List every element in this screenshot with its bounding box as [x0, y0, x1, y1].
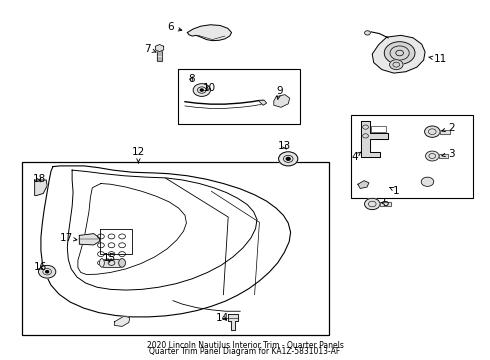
Text: 17: 17	[60, 233, 77, 243]
Circle shape	[39, 265, 56, 278]
Circle shape	[365, 198, 380, 210]
Bar	[102, 259, 122, 267]
Circle shape	[46, 271, 49, 273]
Text: 13: 13	[278, 141, 291, 152]
Circle shape	[193, 84, 210, 96]
Circle shape	[390, 60, 403, 69]
Polygon shape	[35, 180, 47, 195]
Polygon shape	[187, 25, 232, 41]
Text: 12: 12	[132, 148, 145, 163]
Text: Quarter Trim Panel Diagram for KA1Z-5831013-AF: Quarter Trim Panel Diagram for KA1Z-5831…	[149, 347, 341, 356]
Bar	[439, 154, 448, 158]
Text: 18: 18	[33, 174, 46, 184]
Text: 14: 14	[216, 312, 229, 323]
Text: 5: 5	[381, 198, 389, 208]
Ellipse shape	[99, 259, 104, 267]
Circle shape	[421, 177, 434, 186]
Text: 2: 2	[442, 123, 455, 133]
Text: 11: 11	[429, 54, 447, 64]
Bar	[371, 126, 386, 132]
Polygon shape	[228, 314, 238, 330]
Text: 4: 4	[351, 152, 361, 162]
Polygon shape	[155, 45, 164, 51]
Text: 8: 8	[188, 75, 195, 85]
Text: 2020 Lincoln Nautilus Interior Trim - Quarter Panels: 2020 Lincoln Nautilus Interior Trim - Qu…	[147, 341, 343, 350]
Ellipse shape	[119, 259, 125, 267]
Circle shape	[279, 152, 298, 166]
Bar	[439, 154, 448, 158]
Bar	[157, 50, 162, 61]
Text: 1: 1	[390, 186, 399, 195]
Text: 9: 9	[276, 86, 283, 99]
Circle shape	[425, 151, 439, 161]
Circle shape	[425, 126, 440, 137]
Polygon shape	[114, 316, 130, 327]
Polygon shape	[372, 35, 425, 73]
Bar	[440, 130, 449, 134]
Circle shape	[384, 42, 415, 64]
Polygon shape	[358, 181, 369, 189]
Text: 10: 10	[202, 82, 216, 93]
Bar	[351, 115, 473, 198]
Circle shape	[365, 31, 370, 35]
Text: 6: 6	[167, 22, 182, 32]
Polygon shape	[361, 121, 388, 157]
Polygon shape	[79, 234, 99, 245]
Bar	[157, 50, 162, 61]
Bar	[102, 259, 122, 267]
Bar	[380, 202, 391, 206]
Bar	[440, 130, 449, 134]
Polygon shape	[274, 95, 290, 107]
Bar	[380, 202, 391, 206]
Text: 15: 15	[103, 253, 116, 263]
Text: 3: 3	[442, 149, 455, 158]
Polygon shape	[258, 100, 267, 105]
Text: 7: 7	[144, 44, 156, 54]
Bar	[178, 69, 300, 123]
Text: 16: 16	[33, 262, 47, 273]
Bar	[22, 162, 329, 335]
Circle shape	[200, 89, 203, 91]
Circle shape	[286, 157, 290, 160]
